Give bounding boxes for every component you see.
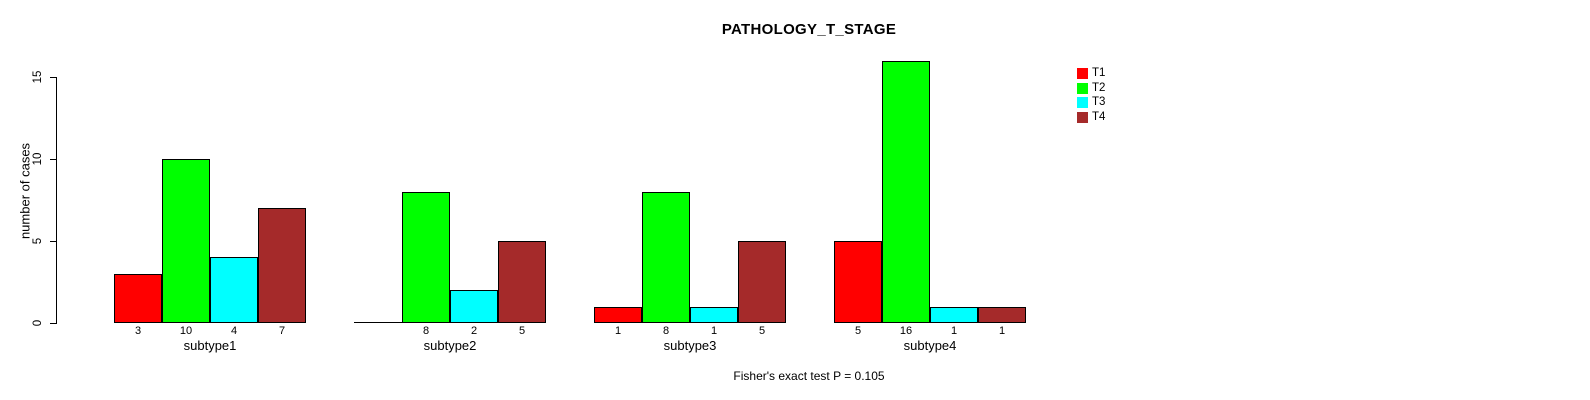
legend-label: T2: [1092, 82, 1106, 94]
legend-label: T4: [1092, 111, 1106, 123]
legend-swatch: [1077, 68, 1088, 79]
legend-item: T4: [1077, 111, 1105, 124]
y-tick: [50, 241, 56, 242]
bar: [450, 290, 498, 323]
bar: [690, 307, 738, 323]
bar-value-label: 4: [230, 325, 238, 337]
bar: [594, 307, 642, 323]
category-label: subtype1: [183, 338, 237, 353]
bar: [738, 241, 786, 323]
bar: [978, 307, 1026, 323]
y-tick-label: 10: [32, 152, 44, 166]
legend-item: T2: [1077, 82, 1105, 95]
category-label: subtype2: [423, 338, 477, 353]
bar-value-label: 2: [470, 325, 478, 337]
bar-value-label: 1: [950, 325, 958, 337]
bar: [210, 257, 258, 323]
bar-zero: [354, 322, 402, 323]
bar: [498, 241, 546, 323]
bar-value-label: 5: [854, 325, 862, 337]
bar: [882, 61, 930, 323]
y-tick: [50, 159, 56, 160]
bar-value-label: 1: [710, 325, 718, 337]
chart-title: PATHOLOGY_T_STAGE: [721, 21, 897, 38]
bar: [642, 192, 690, 323]
bar: [402, 192, 450, 323]
y-tick-label: 5: [32, 237, 44, 245]
bar: [258, 208, 306, 323]
bar: [834, 241, 882, 323]
legend-swatch: [1077, 112, 1088, 123]
category-label: subtype3: [663, 338, 717, 353]
bar-value-label: 1: [998, 325, 1006, 337]
bar-value-label: 5: [518, 325, 526, 337]
bar-value-label: 5: [758, 325, 766, 337]
y-tick-label: 15: [32, 70, 44, 84]
fisher-note: Fisher's exact test P = 0.105: [733, 369, 885, 383]
category-label: subtype4: [903, 338, 957, 353]
legend-swatch: [1077, 97, 1088, 108]
legend-item: T3: [1077, 96, 1105, 109]
y-axis-line: [56, 77, 57, 324]
bar-value-label: 1: [614, 325, 622, 337]
bar-value-label: 7: [278, 325, 286, 337]
bar-value-label: 8: [422, 325, 430, 337]
bar: [930, 307, 978, 323]
legend-label: T1: [1092, 67, 1106, 79]
y-axis-label: number of cases: [17, 142, 33, 240]
bar-value-label: 8: [662, 325, 670, 337]
y-tick-label: 0: [32, 319, 44, 327]
y-tick: [50, 77, 56, 78]
legend-item: T1: [1077, 67, 1105, 80]
bar: [162, 159, 210, 323]
y-tick: [50, 323, 56, 324]
legend-label: T3: [1092, 96, 1106, 108]
bar-value-label: 3: [134, 325, 142, 337]
bar: [114, 274, 162, 323]
bar-value-label: 16: [899, 325, 913, 337]
bar-value-label: 10: [179, 325, 193, 337]
legend-swatch: [1077, 83, 1088, 94]
